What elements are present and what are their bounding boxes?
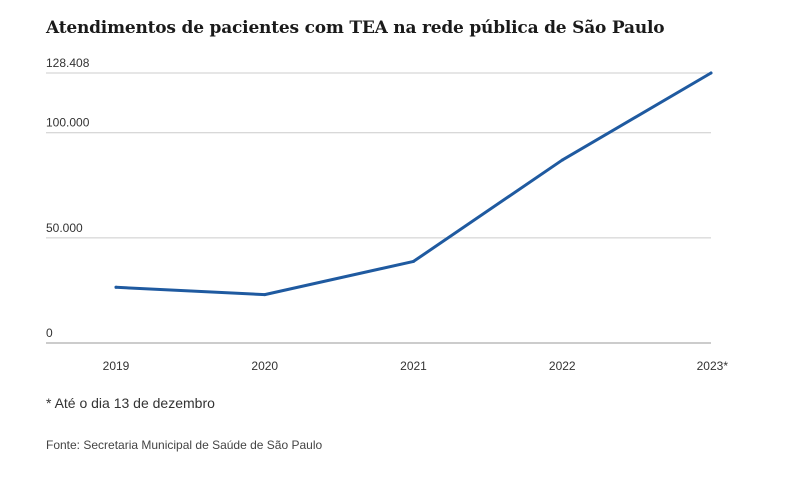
- gridlines: [46, 72, 711, 344]
- x-tick-label: 2022: [549, 359, 576, 373]
- data-point: [560, 158, 564, 162]
- source-note: Fonte: Secretaria Municipal de Saúde de …: [46, 438, 323, 452]
- data-point: [709, 71, 713, 75]
- chart-title: Atendimentos de pacientes com TEA na red…: [46, 18, 665, 38]
- data-point: [412, 259, 415, 263]
- data-point: [114, 285, 118, 289]
- y-tick-labels: 0 50.000 100.000 128.408: [46, 56, 90, 340]
- y-tick-label: 100.000: [46, 116, 90, 130]
- data-point: [263, 293, 267, 297]
- y-tick-label: 0: [46, 326, 53, 340]
- x-tick-label: 2023*: [697, 359, 729, 373]
- y-tick-label: 50.000: [46, 221, 83, 235]
- x-tick-label: 2020: [251, 359, 278, 373]
- x-tick-label: 2021: [400, 359, 427, 373]
- y-tick-label: 128.408: [46, 56, 90, 70]
- footnote: * Até o dia 13 de dezembro: [46, 395, 215, 411]
- x-tick-label: 2019: [103, 359, 130, 373]
- data-series: [114, 71, 713, 297]
- x-tick-labels: 2019 2020 2021 2022 2023*: [103, 359, 729, 373]
